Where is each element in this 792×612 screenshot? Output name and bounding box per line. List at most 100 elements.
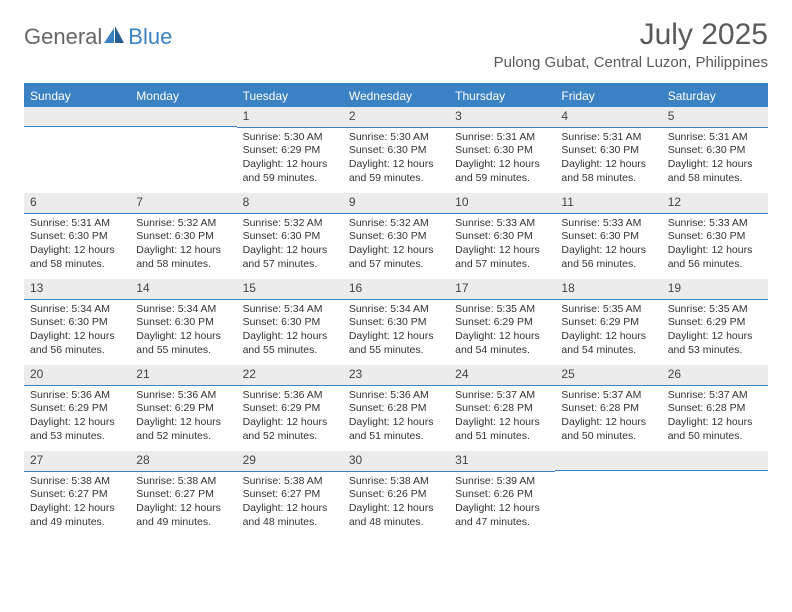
day-number: 4 — [555, 107, 661, 128]
daylight-text: Daylight: 12 hours and 58 minutes. — [668, 158, 762, 185]
day-details: Sunrise: 5:35 AMSunset: 6:29 PMDaylight:… — [555, 300, 661, 364]
brand-logo: General Blue — [24, 18, 172, 50]
day-number: 20 — [24, 365, 130, 386]
daylight-text: Daylight: 12 hours and 55 minutes. — [136, 330, 230, 357]
daylight-text: Daylight: 12 hours and 59 minutes. — [455, 158, 549, 185]
sunset-text: Sunset: 6:27 PM — [136, 488, 230, 502]
day-number: 21 — [130, 365, 236, 386]
daylight-text: Daylight: 12 hours and 48 minutes. — [243, 502, 337, 529]
sunrise-text: Sunrise: 5:31 AM — [561, 131, 655, 145]
day-number: 14 — [130, 279, 236, 300]
sunset-text: Sunset: 6:30 PM — [30, 230, 124, 244]
calendar-cell: 11Sunrise: 5:33 AMSunset: 6:30 PMDayligh… — [555, 193, 661, 279]
daylight-text: Daylight: 12 hours and 52 minutes. — [136, 416, 230, 443]
calendar-week: 27Sunrise: 5:38 AMSunset: 6:27 PMDayligh… — [24, 451, 768, 537]
weekday-header: Monday — [130, 85, 236, 107]
calendar-cell: 23Sunrise: 5:36 AMSunset: 6:28 PMDayligh… — [343, 365, 449, 451]
day-number-empty — [555, 451, 661, 471]
sunset-text: Sunset: 6:27 PM — [243, 488, 337, 502]
calendar-cell — [662, 451, 768, 537]
day-details: Sunrise: 5:37 AMSunset: 6:28 PMDaylight:… — [555, 386, 661, 450]
calendar-week: 20Sunrise: 5:36 AMSunset: 6:29 PMDayligh… — [24, 365, 768, 451]
calendar-week: 6Sunrise: 5:31 AMSunset: 6:30 PMDaylight… — [24, 193, 768, 279]
day-details: Sunrise: 5:34 AMSunset: 6:30 PMDaylight:… — [343, 300, 449, 364]
daylight-text: Daylight: 12 hours and 51 minutes. — [349, 416, 443, 443]
sunrise-text: Sunrise: 5:34 AM — [349, 303, 443, 317]
sunrise-text: Sunrise: 5:33 AM — [561, 217, 655, 231]
calendar-week: 13Sunrise: 5:34 AMSunset: 6:30 PMDayligh… — [24, 279, 768, 365]
sunset-text: Sunset: 6:30 PM — [136, 230, 230, 244]
daylight-text: Daylight: 12 hours and 47 minutes. — [455, 502, 549, 529]
sunrise-text: Sunrise: 5:38 AM — [136, 475, 230, 489]
sunset-text: Sunset: 6:30 PM — [243, 316, 337, 330]
daylight-text: Daylight: 12 hours and 53 minutes. — [30, 416, 124, 443]
day-details: Sunrise: 5:31 AMSunset: 6:30 PMDaylight:… — [555, 128, 661, 192]
day-details: Sunrise: 5:37 AMSunset: 6:28 PMDaylight:… — [662, 386, 768, 450]
sunrise-text: Sunrise: 5:32 AM — [243, 217, 337, 231]
day-details: Sunrise: 5:38 AMSunset: 6:27 PMDaylight:… — [24, 472, 130, 536]
day-number: 23 — [343, 365, 449, 386]
sunset-text: Sunset: 6:29 PM — [30, 402, 124, 416]
calendar-cell: 14 Sunrise: 5:34 AMSunset: 6:30 PMDayligh… — [130, 279, 236, 365]
brand-text-b: Blue — [128, 24, 172, 50]
day-details: Sunrise: 5:33 AMSunset: 6:30 PMDaylight:… — [555, 214, 661, 278]
sunrise-text: Sunrise: 5:30 AM — [243, 131, 337, 145]
sunrise-text: Sunrise: 5:35 AM — [455, 303, 549, 317]
sunset-text: Sunset: 6:30 PM — [136, 316, 230, 330]
sunrise-text: Sunrise: 5:32 AM — [136, 217, 230, 231]
calendar-cell: 20Sunrise: 5:36 AMSunset: 6:29 PMDayligh… — [24, 365, 130, 451]
daylight-text: Daylight: 12 hours and 58 minutes. — [30, 244, 124, 271]
month-title: July 2025 — [494, 18, 768, 52]
calendar-cell: 31Sunrise: 5:39 AMSunset: 6:26 PMDayligh… — [449, 451, 555, 537]
day-number: 7 — [130, 193, 236, 214]
daylight-text: Daylight: 12 hours and 58 minutes. — [136, 244, 230, 271]
sunrise-text: Sunrise: 5:36 AM — [30, 389, 124, 403]
sunset-text: Sunset: 6:30 PM — [668, 144, 762, 158]
day-details: Sunrise: 5:34 AMSunset: 6:30 PMDaylight:… — [237, 300, 343, 364]
day-number: 30 — [343, 451, 449, 472]
day-details: Sunrise: 5:38 AMSunset: 6:26 PMDaylight:… — [343, 472, 449, 536]
day-number: 10 — [449, 193, 555, 214]
daylight-text: Daylight: 12 hours and 48 minutes. — [349, 502, 443, 529]
sunset-text: Sunset: 6:30 PM — [561, 230, 655, 244]
day-number: 22 — [237, 365, 343, 386]
sunset-text: Sunset: 6:30 PM — [349, 144, 443, 158]
page-header: General Blue July 2025 Pulong Gubat, Cen… — [24, 18, 768, 71]
daylight-text: Daylight: 12 hours and 55 minutes. — [243, 330, 337, 357]
sunset-text: Sunset: 6:28 PM — [455, 402, 549, 416]
daylight-text: Daylight: 12 hours and 56 minutes. — [561, 244, 655, 271]
day-number: 24 — [449, 365, 555, 386]
day-details: Sunrise: 5:31 AMSunset: 6:30 PMDaylight:… — [24, 214, 130, 278]
weekday-header: Tuesday — [237, 85, 343, 107]
sunrise-text: Sunrise: 5:36 AM — [243, 389, 337, 403]
day-number: 2 — [343, 107, 449, 128]
sunrise-text: Sunrise: 5:37 AM — [668, 389, 762, 403]
calendar-cell: 28Sunrise: 5:38 AMSunset: 6:27 PMDayligh… — [130, 451, 236, 537]
sunrise-text: Sunrise: 5:35 AM — [561, 303, 655, 317]
calendar-cell: 12Sunrise: 5:33 AMSunset: 6:30 PMDayligh… — [662, 193, 768, 279]
sunset-text: Sunset: 6:30 PM — [30, 316, 124, 330]
sunset-text: Sunset: 6:29 PM — [136, 402, 230, 416]
sunrise-text: Sunrise: 5:32 AM — [349, 217, 443, 231]
sunrise-text: Sunrise: 5:31 AM — [668, 131, 762, 145]
day-details: Sunrise: 5:36 AMSunset: 6:29 PMDaylight:… — [24, 386, 130, 450]
day-number: 19 — [662, 279, 768, 300]
day-number: 16 — [343, 279, 449, 300]
daylight-text: Daylight: 12 hours and 59 minutes. — [349, 158, 443, 185]
sunset-text: Sunset: 6:27 PM — [30, 488, 124, 502]
daylight-text: Daylight: 12 hours and 56 minutes. — [30, 330, 124, 357]
day-number: 28 — [130, 451, 236, 472]
daylight-text: Daylight: 12 hours and 55 minutes. — [349, 330, 443, 357]
sunset-text: Sunset: 6:30 PM — [561, 144, 655, 158]
sunset-text: Sunset: 6:29 PM — [455, 316, 549, 330]
weekday-header: Saturday — [662, 85, 768, 107]
title-block: July 2025 Pulong Gubat, Central Luzon, P… — [494, 18, 768, 71]
sunrise-text: Sunrise: 5:34 AM — [136, 303, 230, 317]
calendar-cell: 13Sunrise: 5:34 AMSunset: 6:30 PMDayligh… — [24, 279, 130, 365]
daylight-text: Daylight: 12 hours and 53 minutes. — [668, 330, 762, 357]
brand-sail-icon — [104, 26, 126, 49]
calendar-cell — [130, 107, 236, 193]
sunset-text: Sunset: 6:30 PM — [668, 230, 762, 244]
daylight-text: Daylight: 12 hours and 52 minutes. — [243, 416, 337, 443]
day-number: 9 — [343, 193, 449, 214]
